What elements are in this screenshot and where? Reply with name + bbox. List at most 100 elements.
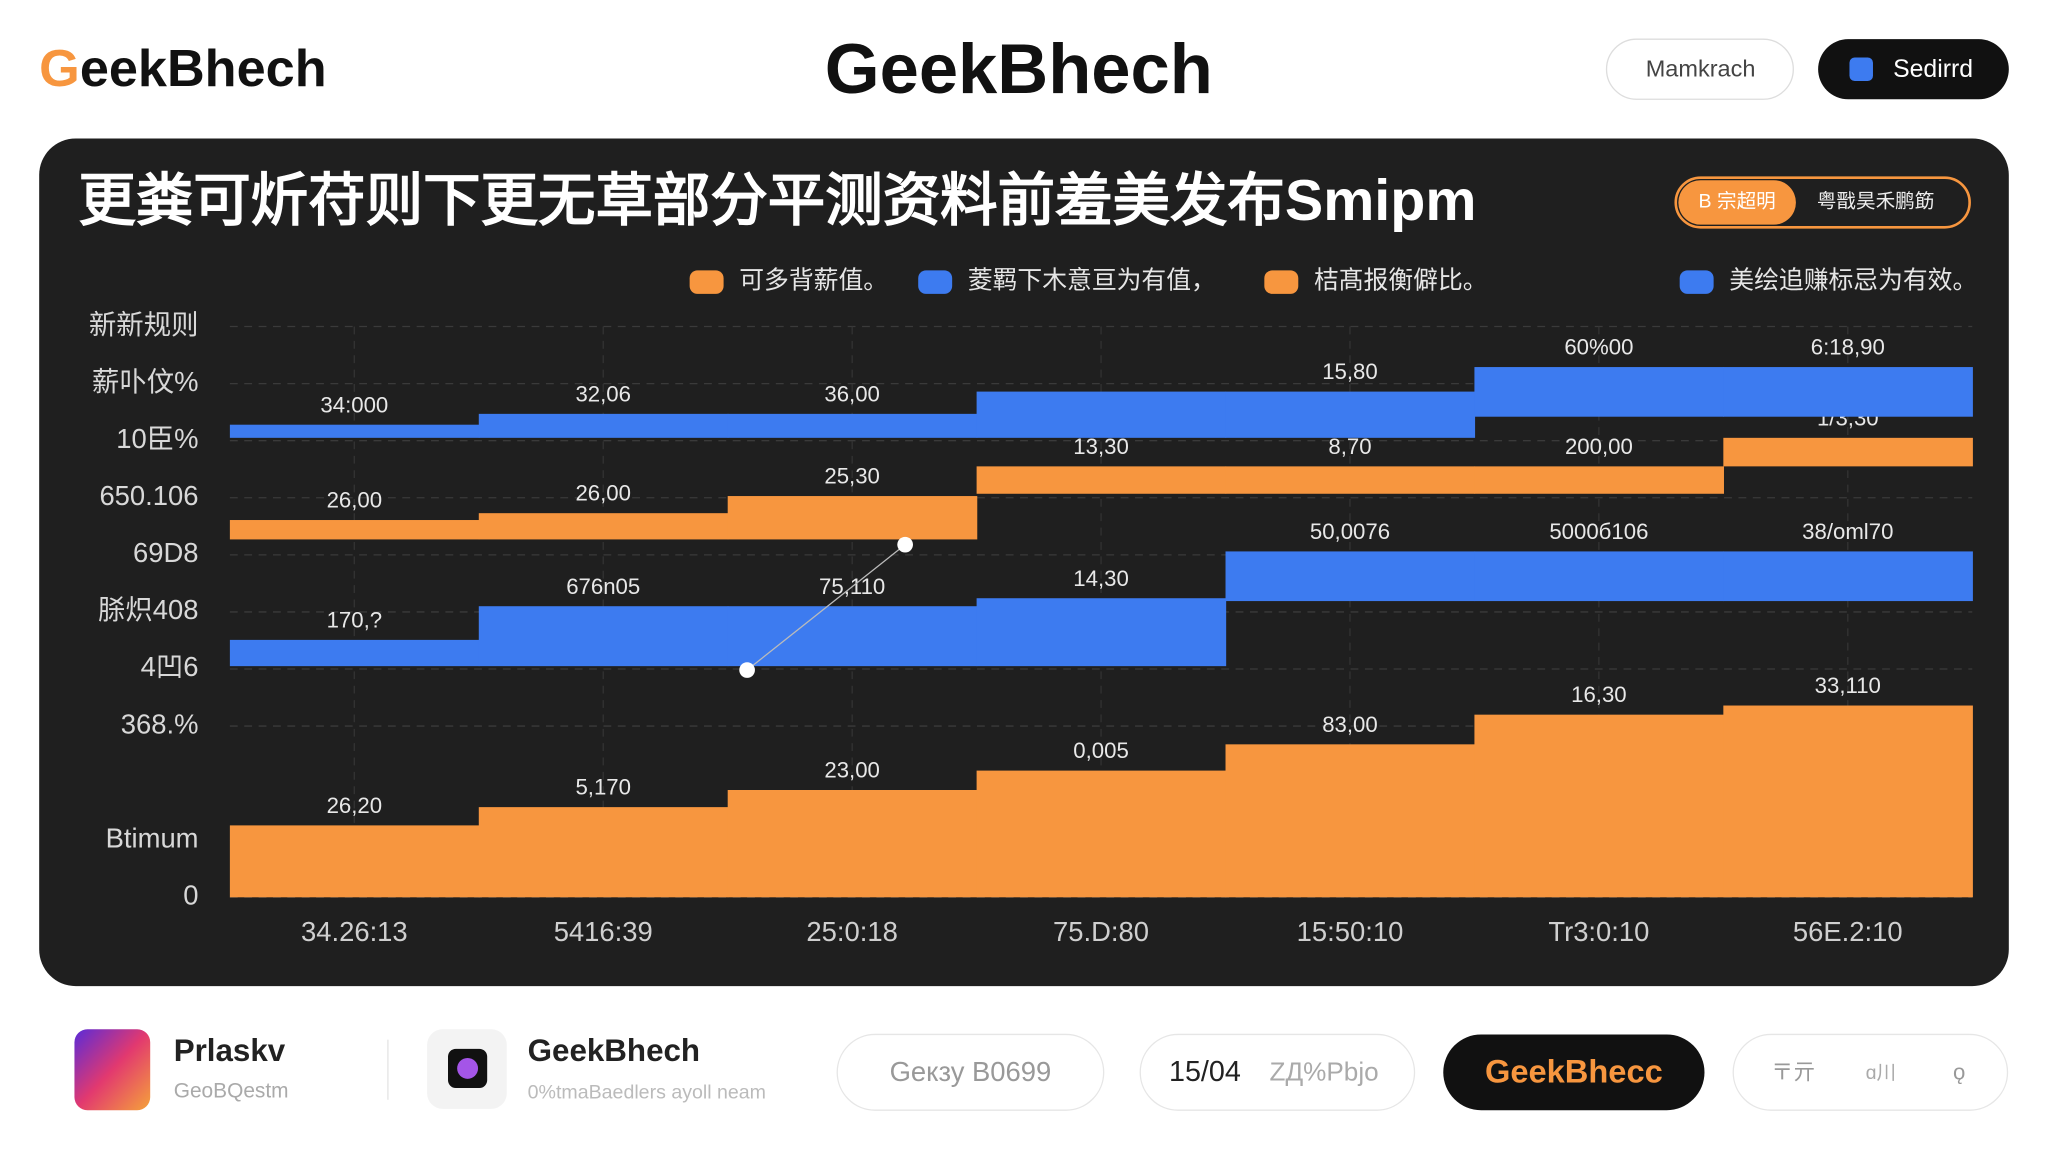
segment-label: 38/oml70 (1802, 519, 1893, 544)
x-tick-label: Tr3:0:10 (1548, 916, 1649, 947)
step-segment (1723, 551, 1973, 602)
app-title: GeekBhech (825, 29, 1213, 108)
legend-swatch (689, 270, 724, 294)
legend-label: 可多背薪值。 (739, 267, 888, 295)
x-tick-label: 75.D:80 (1053, 916, 1149, 947)
primary-button[interactable] (1818, 39, 2009, 100)
step-segment (1474, 714, 1724, 898)
segment-label: 6:18,90 (1811, 335, 1885, 360)
icon-text: 〒亓 (1771, 1059, 1815, 1084)
segment-label: 26,00 (327, 488, 383, 513)
step-segment (976, 391, 1227, 438)
y-tick-label: 10臣% (116, 423, 198, 454)
step-segment (1723, 705, 1973, 898)
step-segment (976, 598, 1227, 667)
search-text: Geкзу B0699 (890, 1056, 1052, 1087)
search-pill[interactable] (836, 1033, 1105, 1111)
logo-initial: G (39, 40, 80, 98)
step-segment (478, 413, 729, 438)
app-icon[interactable] (74, 1029, 151, 1111)
cta-label: GeekBhecc (1485, 1052, 1663, 1089)
step-segment (1474, 551, 1724, 602)
app-sub: 0%tmaBaedlers ayoll neam (528, 1081, 766, 1103)
icon-pill[interactable] (1732, 1033, 2009, 1111)
segment-label: 23,00 (824, 758, 880, 783)
step-segment (229, 825, 480, 898)
step-segment (1723, 437, 1973, 467)
connector (746, 544, 906, 671)
segment-label: 200,00 (1565, 434, 1633, 459)
step-segment (1474, 367, 1724, 417)
y-tick-label: 0 (183, 880, 198, 911)
segment-label: 26,00 (575, 481, 631, 506)
segment-label: 16,30 (1571, 682, 1627, 707)
segment-label: 83,00 (1322, 712, 1378, 737)
logo-rest: eekBhech (80, 40, 327, 98)
x-tick-label: 56E.2:10 (1793, 916, 1903, 947)
date-text: 15/04 (1169, 1056, 1241, 1088)
x-tick-label: 25:0:18 (806, 916, 897, 947)
step-segment (229, 424, 480, 438)
step-segment (1225, 551, 1476, 602)
chart: 0 Btimum 368.% 4凹6 脎炽408 69D8 650.106 10臣% 薪卟伩% 新… (89, 267, 1977, 947)
button-label: Mamkrach (1646, 56, 1756, 82)
segment-label: 34:000 (320, 392, 388, 417)
y-tick-label: 650.106 (99, 480, 198, 511)
legend-label: 美绘追赚标忌为有效。 (1729, 267, 1977, 295)
legend-swatch (918, 270, 953, 294)
segment-label: 25,30 (824, 464, 880, 489)
segment-label: 676n05 (566, 574, 640, 599)
secondary-button[interactable] (1605, 38, 1794, 100)
step-segment (478, 606, 729, 667)
step-segment (1225, 466, 1476, 494)
legend-label: 菱羁下木意亘为有值， (968, 267, 1216, 295)
segment-label: 5,170 (575, 775, 631, 800)
segment-label: 60%00 (1564, 335, 1633, 360)
icon-text: ɑ川 (1866, 1062, 1896, 1084)
x-tick-label: 34.26:13 (301, 916, 408, 947)
y-tick-label: 薪卟伩% (92, 366, 199, 397)
y-tick-label: 新新规则 (89, 309, 199, 340)
segment-label: 0,005 (1073, 738, 1129, 763)
step-segment (229, 639, 480, 667)
badge-label: B 宗超明 (1699, 191, 1776, 213)
step-segment (727, 606, 978, 667)
step-segment (478, 807, 729, 898)
y-tick-label: 69D8 (133, 537, 199, 568)
step-segment (478, 513, 729, 540)
segment-label: 36,00 (824, 381, 880, 406)
step-segment (1474, 466, 1724, 494)
x-tick-label: 5416:39 (554, 916, 653, 947)
x-tick-label: 15:50:10 (1297, 916, 1404, 947)
step-segment (229, 520, 480, 540)
segment-label: 14,30 (1073, 566, 1129, 591)
step-segment (727, 496, 978, 540)
date-pill[interactable] (1139, 1033, 1416, 1111)
legend-label: 桔髙报衡僻比。 (1314, 267, 1488, 295)
cta-button[interactable] (1443, 1034, 1705, 1111)
step-segment (1723, 367, 1973, 417)
segment-label: 5000б106 (1549, 519, 1648, 544)
camera-lens (457, 1057, 479, 1079)
step-segment (727, 790, 978, 898)
logo[interactable]: GeekBhech (39, 40, 326, 98)
step-segment (976, 770, 1227, 898)
step-segment (727, 413, 978, 438)
button-icon (1849, 57, 1873, 81)
segment-label: 32,06 (575, 381, 631, 406)
y-tick-label: 4凹6 (141, 651, 199, 682)
segment-label: 26,20 (327, 793, 383, 818)
legend-swatch (1679, 270, 1714, 294)
segment-label: 50,0076 (1310, 519, 1390, 544)
marker-dot (897, 536, 913, 553)
app-sub: GeoBQestm (174, 1079, 289, 1102)
step-segment (1225, 391, 1476, 438)
icon-text: ǫ (1953, 1059, 1965, 1084)
panel-title: 更粪可炘苻则下更无草部分平测资料前羞美发布Smipm (78, 169, 1476, 233)
badge-label: 粤戬昊禾鹏筯 (1817, 191, 1934, 213)
app-name: Prlaskv (174, 1033, 286, 1068)
button-label: Sedirrd (1893, 56, 1973, 83)
y-tick-label: 脎炽408 (98, 594, 199, 625)
segment-label: 13,30 (1073, 434, 1129, 459)
